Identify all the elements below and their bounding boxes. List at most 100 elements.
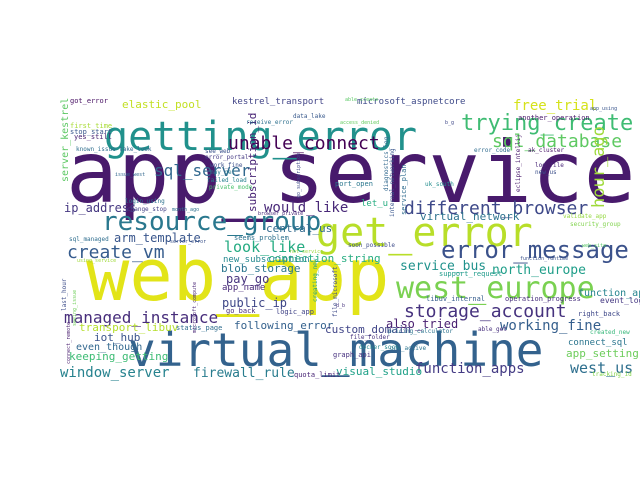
word-function-apps: function_apps	[415, 361, 525, 377]
word-managed-instance: managed_instance	[64, 308, 218, 327]
word-take-look: take_look	[119, 146, 152, 153]
word-server-error: server_error	[170, 239, 206, 245]
word-able-get: able_get	[478, 326, 507, 333]
word-receive-error: receive_error	[246, 119, 293, 126]
word-hour-ago: hour_ago	[589, 126, 609, 208]
word-getting-error: getting_error	[104, 114, 417, 160]
word-sql-server: sql_server	[154, 161, 251, 180]
word-d-b: d_b	[336, 303, 345, 309]
word-tracking-id: tracking_id	[592, 371, 632, 378]
word-service-plan: service_plan	[400, 164, 408, 215]
word-transport-libuv: transport_libuv	[79, 321, 179, 334]
word-visual-studio: visual_studio	[336, 365, 422, 378]
word-web-app: web_app	[86, 233, 389, 317]
word-event-log: event_log	[600, 296, 640, 305]
word-month-ago: month_ago	[172, 207, 199, 213]
word-virtual-machine: virtual_machine	[128, 323, 543, 377]
word-failed-load: failed_load	[207, 177, 247, 184]
word-resource-group: resource_group	[102, 207, 321, 237]
word-work-fine: work_fine	[210, 162, 243, 169]
word-using-service: using_service	[77, 258, 116, 264]
word-first-time: first_time	[70, 122, 112, 130]
word-server-kestrel: server_kestrel	[60, 98, 71, 182]
word-graph-api: graph_api	[333, 351, 371, 359]
word-iot-hub: iot_hub	[94, 331, 140, 344]
word-working-fine: working_fine	[500, 318, 601, 334]
word-private-mode: private_mode	[209, 184, 253, 191]
word-see-web: see_web	[205, 148, 231, 155]
word-connect-sql: connect_sql	[568, 338, 628, 348]
word-web-site: web_site	[582, 243, 606, 249]
word-able-create: able_create	[345, 97, 378, 103]
word-app-setting: app_setting	[566, 347, 639, 360]
word-trying-create: trying_create	[461, 111, 633, 136]
word-status-page: status_page	[176, 324, 222, 332]
word-operation-progress: operation_progress	[505, 295, 581, 303]
word-new-us: new_us	[535, 169, 557, 176]
word-virtual-network: virtual_network	[420, 210, 520, 223]
word-known-issue: known_issue	[76, 146, 116, 153]
word-error-message: error_message	[441, 236, 629, 264]
word-uk-south: uk_south	[425, 181, 454, 188]
word-error-portal: error_portal	[205, 154, 249, 161]
word-support-request: support_request	[439, 270, 502, 278]
word-log-file: log_file	[535, 162, 564, 169]
word-file-microsoft: file_microsoft	[332, 266, 339, 317]
word-also-tried: also_tried	[386, 317, 458, 331]
word-west-europe: west_europe	[396, 271, 595, 306]
word-file-folder: file_folder	[350, 334, 390, 341]
word-security-group: security_group	[570, 221, 621, 228]
word-another-operation: another_operation	[518, 114, 590, 122]
word-elastic-pool: elastic_pool	[122, 98, 201, 111]
word-docker-sock: docker_sock	[359, 344, 399, 351]
word-soon-possible: soon_possible	[348, 242, 395, 249]
word-ak-cluster: ak_cluster	[528, 147, 565, 154]
word-stop-start: stop_start	[70, 128, 112, 136]
word-get-error: get_error	[316, 210, 533, 256]
word-eclipse-intellij: eclipse_intellij	[515, 134, 522, 192]
word-diagnostics-log: diagnostics_log	[383, 136, 390, 191]
word-storage-account: storage_account	[404, 301, 567, 322]
word-access-denied: access_denied	[340, 120, 379, 126]
word-got-error: got_error	[70, 97, 108, 105]
word-let-u: let_u	[361, 199, 388, 209]
word-blob-storage: blob_storage	[221, 262, 300, 275]
word-one-active: one_active	[390, 345, 427, 352]
word-issue-west: issue_west	[115, 172, 145, 178]
word-change-stop: change_stop	[127, 206, 167, 213]
word-pay-go: pay_go	[226, 272, 269, 286]
word-port-open: port_open	[335, 180, 373, 188]
word-function-runtime: function_runtime	[520, 256, 568, 262]
word-subscription-id: subscription_id	[246, 113, 259, 212]
word-arm-template: arm_template	[114, 231, 201, 245]
word-following-error: following_error	[234, 319, 334, 332]
word-created-new: created_new	[590, 329, 630, 336]
word-seeing-issue: seeing_issue	[72, 290, 78, 326]
word-public-ip: public_ip	[222, 296, 287, 310]
word-yes-still: yes_still	[74, 133, 112, 141]
word-central-us: central_us	[266, 222, 332, 235]
word-microsoft-aspnetcore: microsoft_aspnetcore	[357, 97, 465, 107]
word-create-vm: create_vm	[67, 242, 165, 263]
word-data-lake: data_lake	[293, 113, 326, 120]
word-new-subscription: new_subscription	[223, 255, 310, 265]
word-not-service: not_service	[290, 249, 323, 255]
word-north-europe: north_europe	[492, 263, 586, 278]
word-app-using: app_using	[590, 106, 617, 112]
word-window-server: window_server	[60, 365, 170, 381]
word-service-bus: service_bus	[400, 259, 486, 274]
word-unable-connect: unable_connect	[228, 133, 380, 154]
word-go-back: go_back	[226, 307, 256, 315]
word-right-back: right_back	[578, 310, 621, 318]
word-validate-app: validate_app	[563, 213, 607, 220]
word-would-like: would_like	[264, 200, 348, 216]
word-internal-networking: internal_networking	[389, 148, 396, 217]
word-b-g: b_g	[445, 120, 454, 126]
word-different-browser: different_browser	[404, 198, 588, 219]
word-function-app: function_app	[578, 288, 640, 299]
word-may-get: may_get	[210, 169, 236, 176]
word-kestrel-transport: kestrel_transport	[232, 97, 324, 107]
word-login-using: login_using	[125, 198, 165, 205]
word-look-like: look_like	[224, 238, 305, 256]
